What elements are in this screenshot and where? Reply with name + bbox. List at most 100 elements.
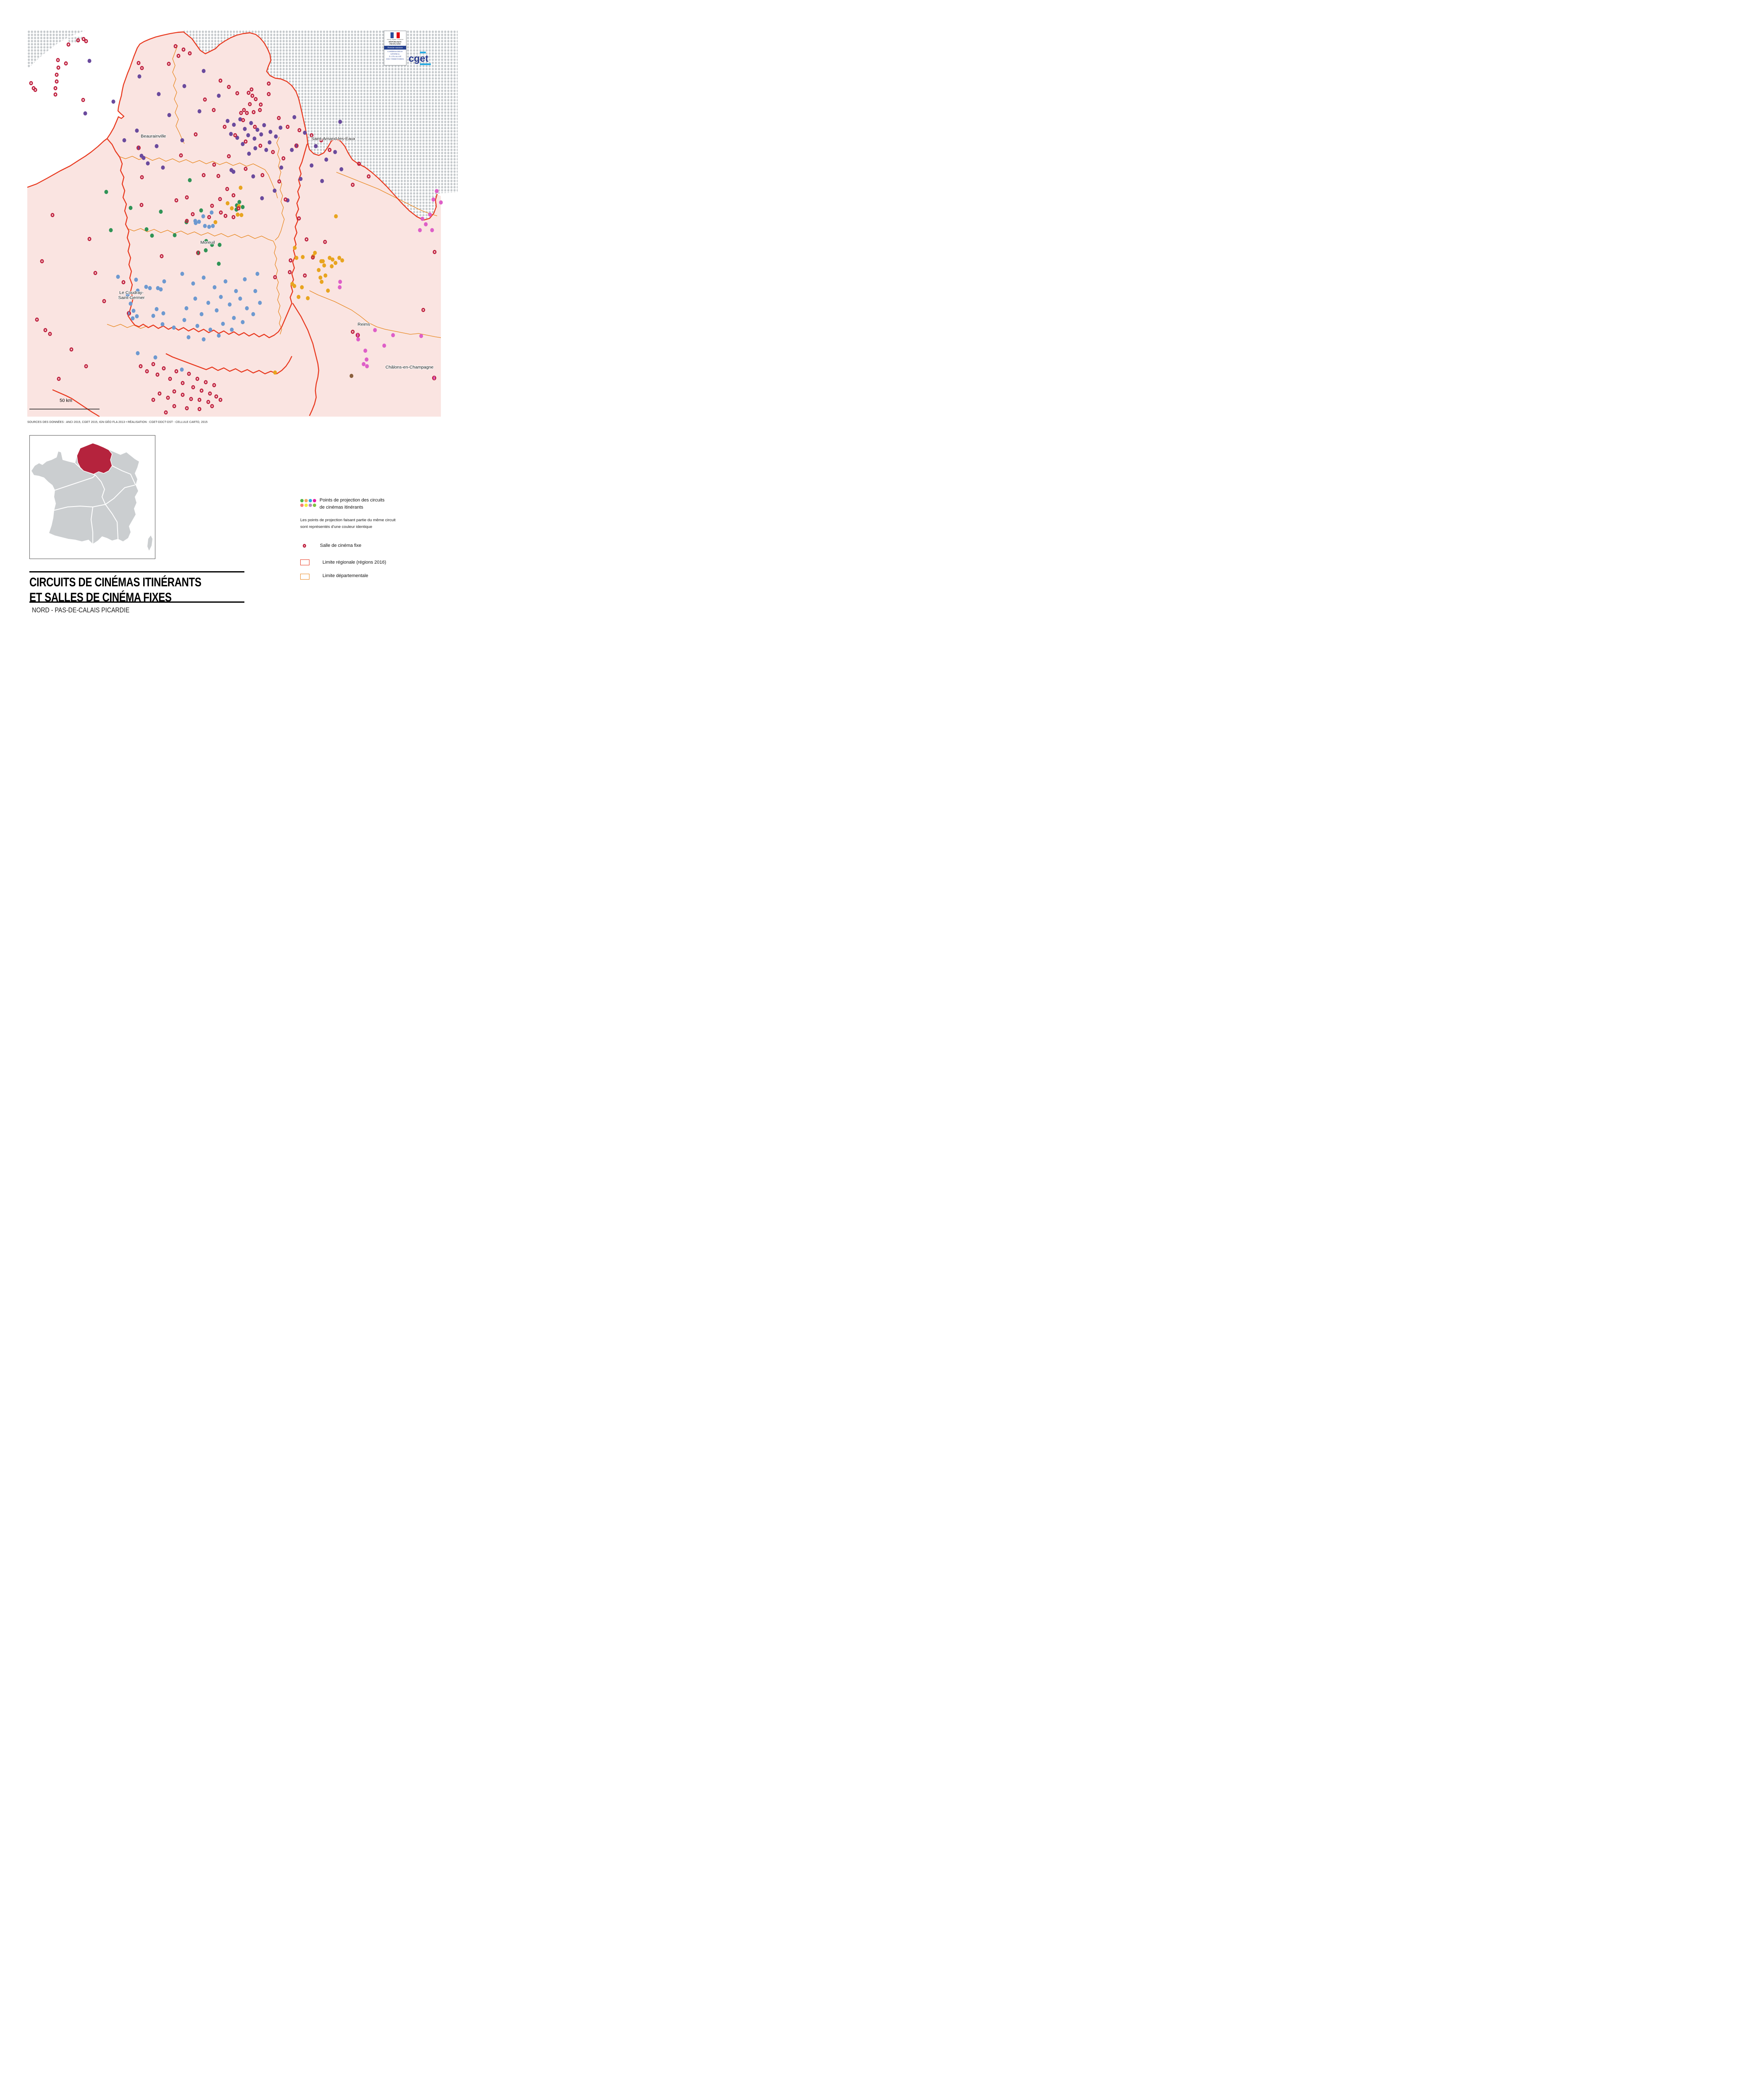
circuit-point-purple <box>161 165 165 170</box>
circuit-colors-row2 <box>300 504 320 507</box>
circuit-point-purple <box>231 169 236 174</box>
city-label-Reims: Reims <box>357 322 370 327</box>
circuit-point-purple <box>286 198 290 202</box>
city-circuit-dot <box>433 376 435 380</box>
fixed-cinema-marker <box>244 167 248 171</box>
france-flag-icon <box>391 32 400 38</box>
circuit-point-magenta <box>419 333 423 338</box>
circuit-point-blue <box>186 335 191 340</box>
circuit-point-blue <box>202 337 206 341</box>
fixed-cinema-marker <box>254 97 258 101</box>
circuit-point-purple <box>290 148 294 152</box>
circuit-point-magenta <box>338 279 342 284</box>
circuit-point-purple <box>167 113 171 118</box>
circuit-point-purple <box>259 132 263 137</box>
circuit-point-blue <box>126 293 130 297</box>
circuit-point-purple <box>202 68 206 73</box>
map-base-layers <box>27 30 458 417</box>
circuit-point-blue <box>207 225 211 229</box>
fixed-cinema-marker <box>225 187 229 192</box>
circuit-point-blue <box>206 300 210 305</box>
circuit-point-amber <box>239 186 243 190</box>
circuit-point-purple <box>252 136 257 141</box>
cget-bar-top-icon <box>420 52 426 53</box>
fixed-cinema-marker <box>242 108 246 113</box>
circuit-point-blue <box>194 221 198 226</box>
circuit-point-green <box>218 242 222 247</box>
circuit-point-amber <box>300 285 304 289</box>
fixed-cinema-marker <box>304 237 309 242</box>
circuit-point-magenta <box>431 197 435 202</box>
fixed-cinema-marker <box>297 216 301 221</box>
circuit-point-purple <box>142 155 146 160</box>
fixed-cinema-marker <box>64 61 68 66</box>
circuit-point-blue <box>199 312 204 317</box>
circuit-point-green <box>104 189 108 194</box>
circuit-point-blue <box>134 278 138 282</box>
circuit-point-purple <box>273 188 277 193</box>
legend-regional-label: Limite régionale (régions 2016) <box>322 560 386 565</box>
fixed-cinema-marker <box>57 376 61 381</box>
circuit-point-amber <box>328 255 332 260</box>
fixed-cinema-marker <box>189 396 193 401</box>
circuit-point-purple <box>235 135 239 140</box>
circuit-point-purple <box>262 123 266 128</box>
legend: Points de projection des circuits de cin… <box>300 497 439 580</box>
fixed-cinema-marker <box>239 110 243 115</box>
fixed-cinema-marker <box>55 79 59 84</box>
circuit-point-green <box>217 261 221 266</box>
circuit-point-green <box>204 248 208 253</box>
city-marker-Beaurainville <box>136 145 141 150</box>
circuit-point-purple <box>122 138 126 143</box>
fixed-cinema-marker <box>248 102 252 106</box>
circuit-point-green <box>150 234 154 238</box>
fixed-cinema-marker <box>179 153 183 158</box>
circuit-point-brown <box>349 374 354 378</box>
fixed-cinema-marker <box>253 125 257 129</box>
circuit-point-purple <box>238 117 242 121</box>
circuit-point-green <box>199 208 203 213</box>
circuit-point-blue <box>201 214 205 219</box>
circuit-point-amber <box>321 259 325 264</box>
fixed-cinema-marker <box>167 62 171 66</box>
fixed-cinema-marker <box>258 144 262 148</box>
circuit-point-blue <box>258 300 262 305</box>
inset-france-shape <box>31 443 139 544</box>
title-line-1: CIRCUITS DE CINÉMAS ITINÉRANTS <box>29 575 202 589</box>
fixed-cinema-marker <box>259 102 263 107</box>
circuit-point-magenta <box>435 189 439 193</box>
fixed-cinema-marker <box>244 139 248 144</box>
fixed-cinema-marker <box>281 156 286 161</box>
scale-label: 50 km <box>60 398 72 403</box>
circuit-point-purple <box>87 58 92 63</box>
circuit-point-purple <box>260 196 264 201</box>
circuit-point-purple <box>249 121 253 125</box>
circuit-point-magenta <box>356 337 360 341</box>
city-marker-Saint-Amand-les-Eaux <box>294 143 299 148</box>
fixed-cinema-marker <box>29 81 33 86</box>
circuit-point-green <box>188 178 192 182</box>
circuit-point-amber <box>323 273 328 278</box>
legend-circuit-color-dot <box>300 499 304 502</box>
circuit-point-amber <box>320 279 324 284</box>
fixed-cinema-marker <box>212 163 216 167</box>
fixed-cinema-marker <box>43 328 47 332</box>
fixed-cinema-marker <box>206 400 210 404</box>
circuit-point-purple <box>279 165 283 170</box>
cget-wordmark: cget <box>409 53 429 64</box>
circuit-point-amber <box>296 294 301 299</box>
circuit-point-blue <box>253 289 257 293</box>
fixed-cinema-marker <box>233 133 237 138</box>
circuit-point-green <box>144 227 149 231</box>
circuit-point-blue <box>241 320 244 324</box>
fixed-cinema-marker <box>53 92 58 97</box>
circuit-point-purple <box>246 133 250 138</box>
fixed-cinema-marker <box>87 236 92 241</box>
circuit-point-amber <box>322 263 326 268</box>
title-line-2: ET SALLES DE CINÉMA FIXES <box>29 591 172 604</box>
fixed-cinema-marker <box>203 97 207 102</box>
circuit-point-purple <box>247 152 251 156</box>
circuit-colors-row1 <box>300 499 320 502</box>
circuit-point-amber <box>273 370 277 375</box>
circuit-point-purple <box>338 120 342 124</box>
